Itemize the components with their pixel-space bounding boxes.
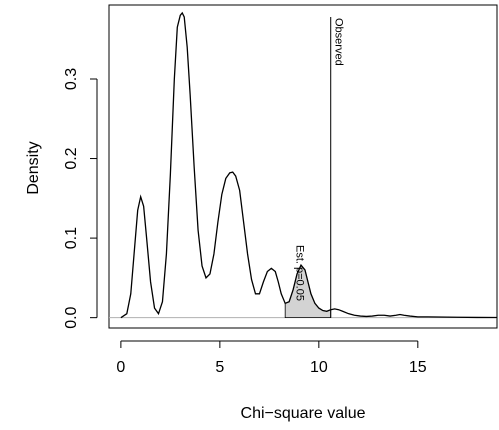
x-tick-label: 0	[116, 359, 125, 376]
y-tick-label: 0.3	[63, 68, 80, 90]
y-axis: 0.0 0.1 0.2 0.3	[63, 68, 98, 329]
observed-label: Observed	[333, 18, 345, 66]
x-tick-label: 15	[409, 359, 427, 376]
plot-frame	[108, 4, 498, 329]
density-curve	[120, 11, 498, 319]
y-tick-label: 0.2	[63, 147, 80, 169]
estimate-label: Est. p=0.05	[294, 245, 306, 301]
y-tick-label: 0.1	[63, 227, 80, 249]
y-axis-title: Density	[25, 141, 42, 194]
y-tick-label: 0.0	[63, 306, 80, 328]
x-axis: 0 5 10 15	[116, 340, 427, 376]
x-axis-title: Chi−square value	[241, 405, 366, 422]
x-tick-label: 5	[215, 359, 224, 376]
x-tick-label: 10	[310, 359, 328, 376]
